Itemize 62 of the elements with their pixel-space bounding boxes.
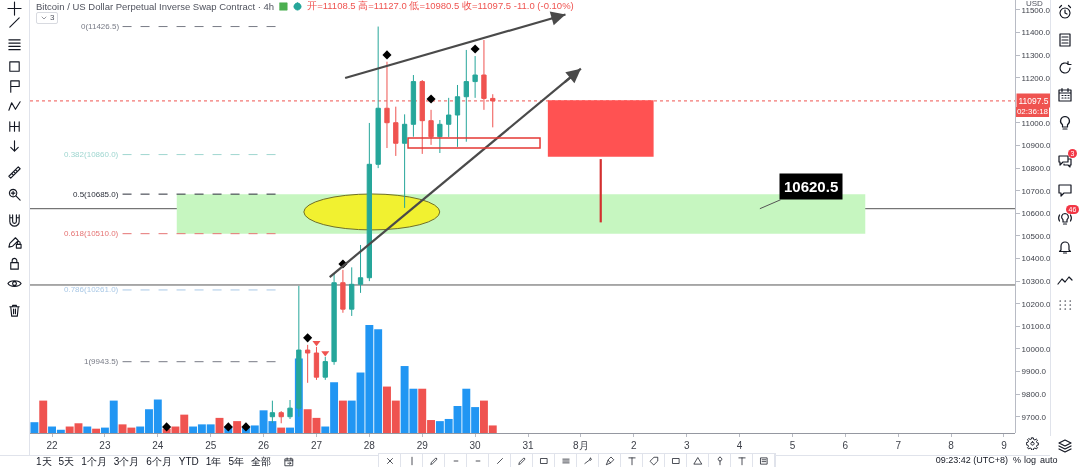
chart-subtitle: 开=11108.5 高=11127.0 低=10980.5 收=11097.5 -11.0 (-0.10%) [307, 0, 574, 13]
x-tick-label: 27 [310, 440, 323, 451]
x-tick-label: 6 [842, 440, 849, 451]
text: 02:36:18 [1016, 107, 1049, 117]
x-tick-label: 9 [1001, 440, 1008, 451]
y-tick-label: 11000.0 [1021, 118, 1051, 128]
x-tick-label: 4 [736, 440, 743, 451]
y-tick-label: 10900.0 [1021, 141, 1052, 151]
y-tick-label: 10800.0 [1021, 163, 1052, 173]
y-tick-label: 11500.0 [1021, 5, 1051, 15]
text: 6个月 [146, 455, 172, 467]
x-tick-label: 22 [46, 440, 59, 451]
text: 3个月 [113, 455, 140, 467]
text: % [1013, 455, 1022, 466]
y-tick-label: 10600.0 [1021, 209, 1052, 219]
y-tick-label: 10400.0 [1021, 254, 1052, 264]
y-tick-label: 10700.0 [1021, 186, 1052, 196]
x-tick-label: 25 [205, 440, 217, 451]
annotation: 3 [50, 13, 55, 22]
text: YTD [178, 455, 199, 467]
series-label: 0(11426.5) [81, 22, 120, 31]
x-tick-label: 23 [99, 440, 111, 451]
y-tick-label: 10100.0 [1021, 322, 1052, 332]
text: 5年 [228, 455, 244, 467]
text: 1天 [36, 455, 52, 467]
y-tick-label: 11400.0 [1021, 28, 1051, 38]
series-label: 0.618(10510.0) [64, 229, 119, 238]
y-tick-label: 10200.0 [1021, 299, 1052, 309]
series-label: 0.786(10261.0) [64, 285, 119, 294]
y-tick-label: 10500.0 [1021, 231, 1052, 241]
text: 全部 [250, 455, 271, 467]
y-tick-label: 11300.0 [1021, 50, 1051, 60]
series-label: 0.382(10860.0) [64, 150, 119, 159]
y-tick-label: 9900.0 [1021, 367, 1047, 377]
text: 09:23:42 (UTC+8) [935, 455, 1008, 466]
text: auto [1040, 455, 1058, 466]
text: log [1024, 455, 1037, 466]
x-tick-label: 30 [469, 440, 482, 451]
series-label: 1(9943.5) [84, 357, 119, 366]
ref-line-label: 11097.5 [1018, 95, 1049, 106]
y-tick-label: 9700.0 [1021, 412, 1047, 422]
text: 5天 [58, 455, 75, 467]
x-tick-label: 2 [631, 440, 637, 451]
text: 1个月 [81, 455, 107, 467]
x-tick-label: 3 [683, 440, 690, 451]
x-tick-label: 24 [152, 440, 164, 451]
x-tick-label: 8月 [573, 440, 589, 451]
ref-line-label: 10620.5 [784, 178, 839, 195]
x-tick-label: 5 [789, 440, 796, 451]
y-tick-label: 10000.0 [1021, 344, 1052, 354]
y-tick-label: 9800.0 [1021, 389, 1047, 399]
x-tick-label: 28 [363, 440, 376, 451]
x-tick-label: 8 [948, 440, 955, 451]
x-tick-label: 31 [522, 440, 535, 451]
text: 1年 [205, 455, 222, 467]
chart-title: Bitcoin / US Dollar Perpetual Inverse Swap Contract · 4h [36, 0, 275, 12]
series-label: 0.5(10685.0) [73, 190, 119, 199]
y-tick-label: 10300.0 [1021, 276, 1052, 286]
x-tick-label: 26 [258, 440, 270, 451]
x-tick-label: 29 [416, 440, 429, 451]
y-tick-label: 11200.0 [1021, 73, 1051, 83]
x-tick-label: 7 [895, 440, 902, 451]
